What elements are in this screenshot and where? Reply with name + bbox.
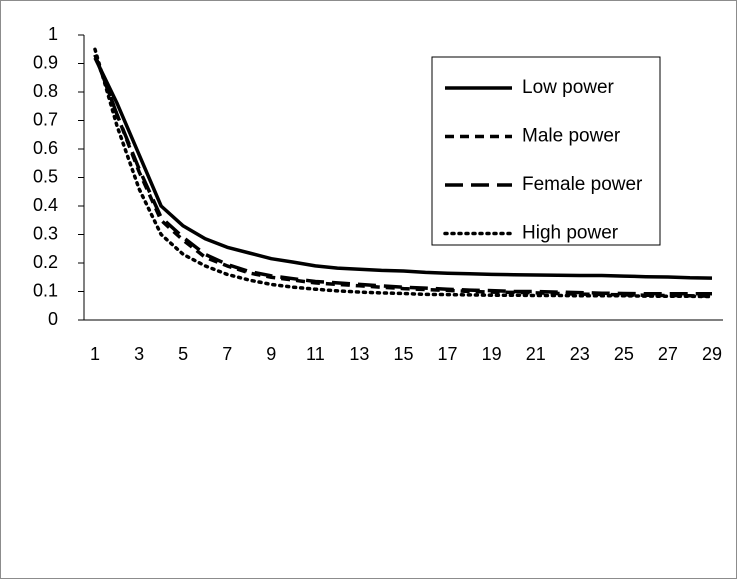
- series-line: [93, 54, 712, 296]
- y-tick-label: 0: [48, 309, 58, 329]
- legend-label: Male power: [522, 126, 621, 147]
- x-tick-label: 25: [614, 344, 634, 364]
- x-tick-label: 29: [702, 344, 722, 364]
- x-tick-label: 9: [266, 344, 276, 364]
- y-tick-label: 0.4: [33, 195, 58, 215]
- series-line: [93, 57, 713, 280]
- x-tick-label: 15: [393, 344, 413, 364]
- y-tick-label: 0.6: [33, 138, 58, 158]
- y-tick-label: 0.5: [33, 166, 58, 186]
- x-tick-label: 11: [306, 344, 325, 364]
- y-tick-label: 0.7: [33, 109, 58, 129]
- y-tick-label: 1: [48, 24, 58, 44]
- x-tick-label: 1: [90, 344, 100, 364]
- y-tick-label: 0.9: [33, 52, 58, 72]
- y-tick-label: 0.2: [33, 252, 58, 272]
- legend-label: Female power: [522, 174, 643, 195]
- x-tick-label: 5: [178, 344, 188, 364]
- x-tick-label: 19: [482, 344, 502, 364]
- legend: Low power Male power Female power High powe…: [431, 56, 661, 246]
- y-tick-label: 0.3: [33, 223, 58, 243]
- legend-label: High power: [522, 223, 619, 244]
- x-tick-label: 23: [570, 344, 590, 364]
- x-tick-label: 17: [438, 344, 458, 364]
- x-tick-label: 7: [222, 344, 232, 364]
- series-line: [93, 54, 713, 298]
- x-tick-label: 13: [349, 344, 369, 364]
- x-tick-label: 3: [134, 344, 144, 364]
- y-tick-label: 0.1: [33, 280, 58, 300]
- x-tick-label: 21: [526, 344, 546, 364]
- y-tick-label: 0.8: [33, 81, 58, 101]
- x-tick-label: 27: [658, 344, 678, 364]
- legend-label: Low power: [522, 77, 615, 98]
- series-line: [93, 47, 714, 299]
